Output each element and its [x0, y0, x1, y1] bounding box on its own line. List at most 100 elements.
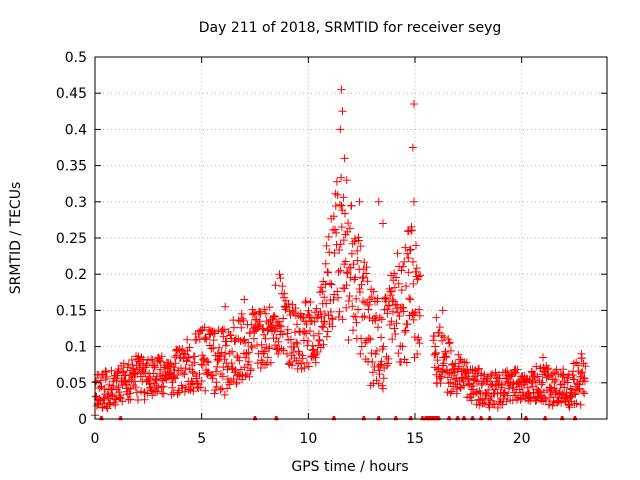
data-point	[359, 297, 368, 306]
data-point	[374, 379, 383, 388]
data-point	[406, 295, 415, 304]
data-point	[215, 343, 224, 352]
data-point	[342, 303, 351, 312]
data-point	[337, 201, 346, 210]
data-point	[279, 346, 288, 355]
data-point	[409, 100, 418, 109]
data-point	[221, 302, 230, 311]
data-point	[340, 284, 349, 293]
data-point	[375, 370, 384, 379]
data-point	[440, 333, 449, 342]
data-point	[395, 311, 404, 320]
data-point	[153, 387, 162, 396]
data-point	[173, 371, 182, 380]
data-point	[577, 369, 586, 378]
data-point	[320, 317, 329, 326]
data-point	[397, 286, 406, 295]
data-point	[431, 342, 440, 351]
data-point	[345, 291, 354, 300]
data-point	[465, 380, 474, 389]
data-point	[377, 315, 386, 324]
data-point	[334, 293, 343, 302]
data-point	[498, 380, 507, 389]
data-point	[362, 263, 371, 272]
y-tick-label: 0.25	[56, 231, 87, 247]
data-point	[439, 359, 448, 368]
data-point	[390, 269, 399, 278]
data-point	[305, 313, 314, 322]
data-point	[534, 386, 543, 395]
data-point	[279, 314, 288, 323]
data-point	[472, 376, 481, 385]
data-point	[127, 356, 136, 365]
data-point	[373, 294, 382, 303]
data-point	[276, 274, 285, 283]
data-point	[194, 384, 203, 393]
y-axis-label: SRMTID / TECUs	[8, 182, 24, 295]
data-point	[549, 369, 558, 378]
data-point	[298, 354, 307, 363]
data-point	[283, 349, 291, 358]
data-point	[301, 297, 310, 306]
data-point	[222, 337, 231, 346]
data-point	[547, 390, 556, 399]
data-point	[344, 219, 353, 228]
data-point	[230, 323, 239, 332]
data-point	[306, 326, 315, 335]
data-point	[374, 323, 383, 332]
x-tick-label: 0	[91, 431, 100, 447]
data-point	[102, 372, 111, 381]
data-point	[408, 143, 417, 152]
data-point	[409, 197, 418, 206]
data-point	[218, 372, 227, 381]
data-point	[296, 309, 305, 318]
data-point	[390, 324, 399, 333]
data-point	[309, 331, 318, 340]
data-point	[388, 295, 397, 304]
data-point	[155, 356, 164, 365]
data-point	[382, 352, 391, 361]
data-point	[286, 335, 295, 344]
data-point	[337, 222, 346, 231]
data-point	[319, 340, 328, 349]
data-point	[372, 346, 381, 355]
data-point	[399, 307, 408, 316]
data-point	[180, 370, 189, 379]
data-point	[254, 322, 263, 331]
data-point	[266, 358, 275, 367]
data-point	[207, 344, 216, 353]
data-point	[332, 228, 341, 237]
data-point	[150, 363, 159, 372]
data-point	[391, 300, 400, 309]
data-point	[438, 336, 447, 345]
data-point	[443, 373, 452, 382]
data-point	[178, 344, 187, 353]
data-point	[265, 343, 274, 352]
data-point	[216, 385, 225, 394]
data-point	[159, 382, 168, 391]
data-point	[151, 376, 160, 385]
data-point	[486, 371, 495, 380]
data-point	[326, 307, 335, 316]
data-point	[369, 287, 378, 296]
data-point	[576, 400, 585, 409]
data-point	[511, 368, 520, 377]
data-point	[455, 362, 464, 371]
data-point	[394, 349, 403, 358]
data-point	[335, 245, 344, 254]
data-point	[390, 283, 399, 292]
data-point	[139, 367, 148, 376]
data-point	[336, 240, 345, 249]
data-point	[244, 357, 253, 366]
data-point	[313, 348, 322, 357]
data-point	[271, 281, 280, 290]
data-point	[562, 389, 571, 398]
data-point	[342, 268, 351, 277]
data-point	[140, 388, 149, 397]
data-point	[242, 349, 251, 358]
data-point	[409, 279, 418, 288]
data-point	[498, 400, 507, 409]
data-point	[445, 339, 454, 348]
data-point	[237, 323, 246, 332]
data-point	[361, 338, 370, 347]
